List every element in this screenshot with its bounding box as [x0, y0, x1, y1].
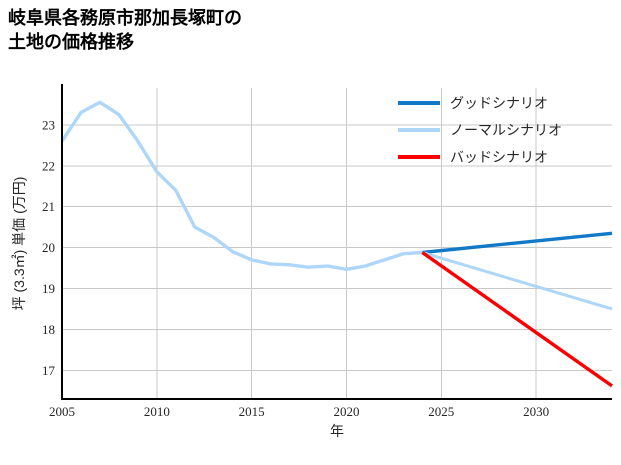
y-tick-19: 19 — [42, 281, 55, 296]
x-tick-2020: 2020 — [333, 404, 359, 419]
y-axis-title: 坪 (3.3㎡) 単価 (万円) — [11, 177, 27, 311]
y-tick-23: 23 — [42, 117, 55, 132]
legend-label-ノーマルシナリオ: ノーマルシナリオ — [450, 124, 562, 139]
x-tick-2025: 2025 — [428, 404, 454, 419]
series-バッドシナリオ-forecast — [421, 251, 613, 388]
legend-label-バッドシナリオ: バッドシナリオ — [450, 151, 548, 166]
series-ノーマルシナリオ-history — [60, 100, 423, 271]
series-ノーマルシナリオ-forecast — [421, 251, 613, 311]
x-tick-2030: 2030 — [523, 404, 549, 419]
axes — [60, 84, 612, 401]
x-tick-2010: 2010 — [144, 404, 170, 419]
legend-label-グッドシナリオ: グッドシナリオ — [450, 96, 548, 112]
y-tick-21: 21 — [42, 199, 55, 214]
x-tick-2005: 2005 — [49, 404, 75, 419]
y-tick-20: 20 — [42, 240, 55, 255]
y-tick-22: 22 — [42, 158, 55, 173]
x-tick-labels: 2005 2010 2015 2020 2025 2030 — [49, 404, 549, 419]
y-tick-labels: 17 18 19 20 21 22 23 — [42, 117, 56, 378]
x-tick-2015: 2015 — [239, 404, 265, 419]
page-title: 岐阜県各務原市那加長塚町の 土地の価格推移 — [8, 8, 242, 53]
y-tick-17: 17 — [42, 363, 56, 378]
x-axis-title: 年 — [330, 423, 344, 439]
y-tick-18: 18 — [42, 322, 55, 337]
series-group — [60, 100, 613, 388]
series-グッドシナリオ-forecast — [422, 231, 613, 255]
